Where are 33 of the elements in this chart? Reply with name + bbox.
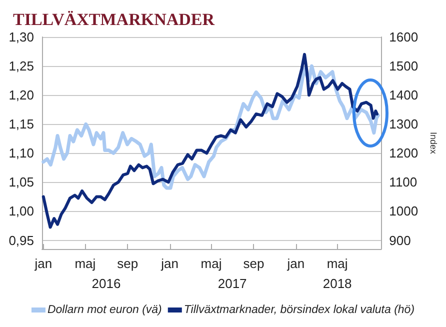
- legend-label: Dollarn mot euron (vä): [47, 304, 162, 316]
- y-tick-label: 1,20: [8, 88, 34, 103]
- y-tick-label: 0,95: [8, 232, 34, 248]
- legend-label: Tillväxtmarknader, börsindex lokal valuta (hö): [184, 304, 415, 316]
- x-tick-label: sep: [243, 256, 264, 271]
- x2-tick-label: 2016: [92, 276, 121, 291]
- x-tick-label: jan: [160, 256, 178, 271]
- y-tick-label: 1,00: [8, 204, 34, 219]
- chart-title: TILLVÄXTMARKNADER: [13, 10, 216, 29]
- y2-axis-title: Index: [428, 132, 438, 154]
- y-tick-label: 1,25: [8, 58, 34, 74]
- line-series: [42, 64, 380, 190]
- y2-tick-label: 1100: [389, 174, 418, 190]
- x2-tick-label: 2017: [218, 276, 247, 291]
- y2-tick-label: 1400: [389, 88, 418, 103]
- x-tick-label: maj: [326, 256, 348, 271]
- x-tick-label: jan: [34, 256, 52, 271]
- y-tick-label: 1,05: [8, 174, 34, 190]
- y-tick-label: 1,15: [8, 116, 34, 132]
- y2-tick-label: 900: [389, 232, 411, 248]
- x-tick-label: jan: [286, 256, 305, 271]
- y2-tick-label: 1600: [389, 30, 418, 44]
- x-tick-label: maj: [200, 256, 222, 271]
- y2-tick-label: 1000: [389, 204, 418, 219]
- x-tick-label: maj: [74, 256, 96, 271]
- y-tick-label: 1,10: [8, 146, 34, 161]
- x2-tick-label: 2018: [322, 276, 352, 291]
- line-series: [42, 52, 379, 229]
- y2-tick-label: 1500: [389, 58, 418, 74]
- y-tick-label: 1,30: [8, 30, 34, 44]
- y2-tick-label: 1300: [389, 116, 418, 132]
- y2-tick-label: 1200: [389, 146, 418, 161]
- x-tick-label: sep: [117, 256, 138, 271]
